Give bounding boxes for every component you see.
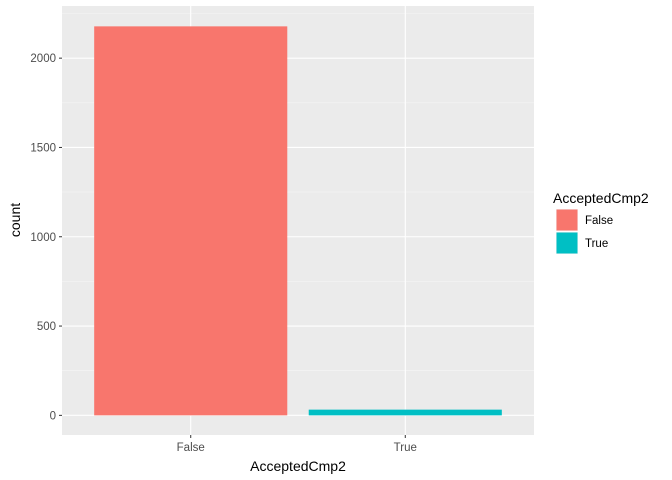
legend-label-true: True [585,238,608,250]
bar-false [94,26,288,416]
y-tick-label: 500 [37,321,56,333]
x-axis-ticks: False True [177,435,417,454]
y-tick-label: 1000 [30,232,56,244]
y-tick-label: 0 [50,410,56,422]
legend-swatch-true [556,232,578,254]
bar-true [308,409,502,416]
legend-items: False True [556,209,613,254]
x-tick-label: True [394,442,417,454]
x-tick-label: False [177,442,205,454]
legend-swatch-false [556,209,578,231]
legend-label-false: False [585,215,613,227]
y-tick-label: 2000 [30,53,56,65]
bars [94,26,502,416]
y-tick-label: 1500 [30,142,56,154]
y-axis-ticks: 0 500 1000 1500 2000 [30,53,62,422]
x-axis-title: AcceptedCmp2 [250,458,346,474]
y-axis-title: count [7,203,23,237]
legend-title: AcceptedCmp2 [553,190,649,206]
legend: AcceptedCmp2 False True [553,190,649,254]
